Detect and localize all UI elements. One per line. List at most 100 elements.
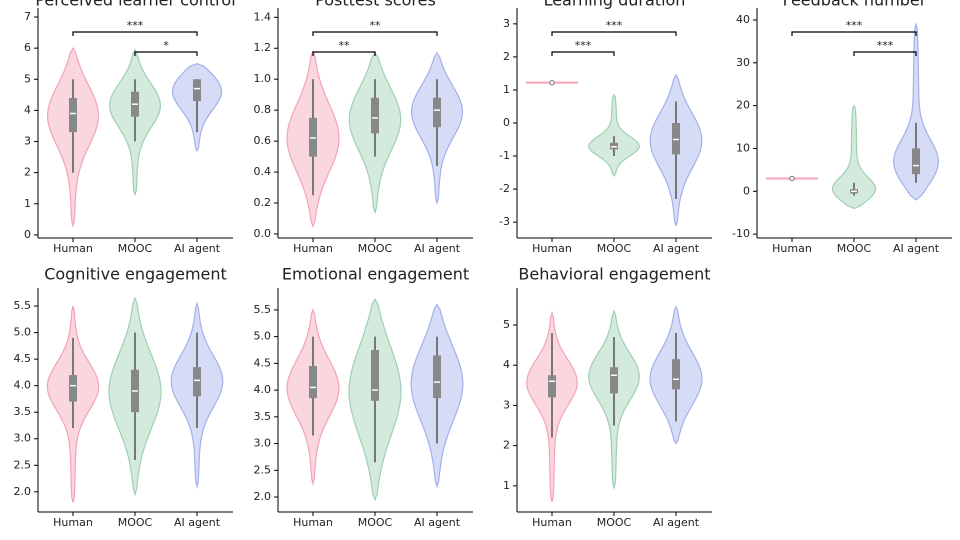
y-tick-label: 1.4 (254, 10, 272, 23)
box (309, 366, 317, 399)
y-tick-label: 4.0 (14, 379, 32, 392)
significance-label: * (163, 39, 169, 52)
y-tick-label: 6 (24, 41, 31, 54)
y-tick-label: 4.5 (254, 356, 272, 369)
median (549, 79, 555, 86)
x-tick-label: Human (53, 242, 93, 255)
box (610, 367, 618, 394)
y-tick-label: 5.5 (14, 299, 32, 312)
box (371, 97, 379, 134)
box (433, 355, 441, 399)
y-tick-label: 40 (736, 13, 750, 26)
significance-label: *** (575, 39, 592, 52)
chart-title: Perceived learner control (35, 0, 235, 10)
chart-title: Emotional engagement (282, 265, 469, 284)
significance-label: *** (877, 39, 894, 52)
y-tick-label: -3 (499, 215, 510, 228)
y-tick-label: 1.0 (254, 72, 272, 85)
y-tick-label: 4 (503, 358, 510, 371)
y-tick-label: 3.0 (14, 432, 32, 445)
x-tick-label: MOOC (597, 516, 632, 529)
box (433, 97, 441, 128)
y-tick-label: 0.8 (254, 103, 272, 116)
y-tick-label: 5.0 (14, 326, 32, 339)
x-tick-label: MOOC (118, 516, 153, 529)
x-tick-label: AI agent (414, 242, 461, 255)
chart-title: Cognitive engagement (44, 265, 227, 284)
y-tick-label: -2 (499, 182, 510, 195)
y-tick-label: 3.0 (254, 437, 272, 450)
y-tick-label: 1 (24, 197, 31, 210)
x-tick-label: Human (532, 516, 572, 529)
significance-label: *** (846, 19, 863, 32)
chart-title: Behavioral engagement (518, 265, 710, 284)
y-tick-label: 2.5 (14, 458, 32, 471)
y-tick-label: 4.5 (14, 352, 32, 365)
y-tick-label: 2.0 (254, 490, 272, 503)
chart-title: Learning duration (544, 0, 686, 10)
significance-bracket (853, 51, 917, 56)
y-tick-label: 1.2 (254, 41, 272, 54)
y-tick-label: 4 (24, 103, 31, 116)
x-tick-label: MOOC (837, 242, 872, 255)
x-tick-label: Human (293, 516, 333, 529)
y-tick-label: 0.4 (254, 165, 272, 178)
y-tick-label: 2 (24, 166, 31, 179)
y-tick-label: 10 (736, 141, 750, 154)
x-tick-label: Human (532, 242, 572, 255)
x-tick-label: Human (53, 516, 93, 529)
box (69, 97, 77, 133)
significance-bracket (551, 51, 615, 56)
x-tick-label: Human (772, 242, 812, 255)
y-tick-label: 1 (503, 479, 510, 492)
y-tick-label: 20 (736, 99, 750, 112)
x-tick-label: Human (293, 242, 333, 255)
y-tick-label: 2 (503, 50, 510, 63)
x-tick-label: MOOC (358, 242, 393, 255)
y-tick-label: 0.2 (254, 196, 272, 209)
median (789, 175, 795, 182)
x-tick-label: MOOC (597, 242, 632, 255)
box (193, 79, 201, 102)
y-tick-label: 5 (503, 318, 510, 331)
y-tick-label: 0 (24, 228, 31, 241)
y-tick-label: 3 (503, 398, 510, 411)
box (193, 367, 201, 397)
y-tick-label: 0 (743, 184, 750, 197)
y-tick-label: 0 (503, 116, 510, 129)
chart-title: Posttest scores (315, 0, 436, 10)
y-tick-label: 2.0 (14, 485, 32, 498)
violin (588, 93, 640, 177)
y-tick-label: 2 (503, 439, 510, 452)
significance-label: ** (370, 19, 382, 32)
significance-bracket (312, 51, 376, 56)
y-tick-label: 3.5 (254, 410, 272, 423)
box (69, 375, 77, 402)
box (672, 123, 680, 155)
significance-bracket (72, 31, 198, 36)
significance-bracket (134, 51, 198, 56)
y-tick-label: 3.5 (14, 405, 32, 418)
x-tick-label: AI agent (414, 516, 461, 529)
significance-bracket (312, 31, 438, 36)
box (309, 117, 317, 157)
significance-label: ** (339, 39, 351, 52)
y-tick-label: 5.5 (254, 303, 272, 316)
box (548, 375, 556, 398)
y-tick-label: 3 (503, 17, 510, 30)
y-tick-label: 4.0 (254, 383, 272, 396)
x-tick-label: AI agent (653, 242, 700, 255)
violin (892, 22, 940, 201)
x-tick-label: AI agent (174, 516, 221, 529)
significance-bracket (551, 31, 677, 36)
y-tick-label: -10 (732, 227, 750, 240)
x-tick-label: MOOC (118, 242, 153, 255)
x-tick-label: AI agent (893, 242, 940, 255)
y-tick-label: 3 (24, 135, 31, 148)
significance-label: *** (606, 19, 623, 32)
box (672, 359, 680, 390)
significance-label: *** (127, 19, 144, 32)
y-tick-label: 7 (24, 10, 31, 23)
y-tick-label: 0.6 (254, 134, 272, 147)
x-tick-label: MOOC (358, 516, 393, 529)
